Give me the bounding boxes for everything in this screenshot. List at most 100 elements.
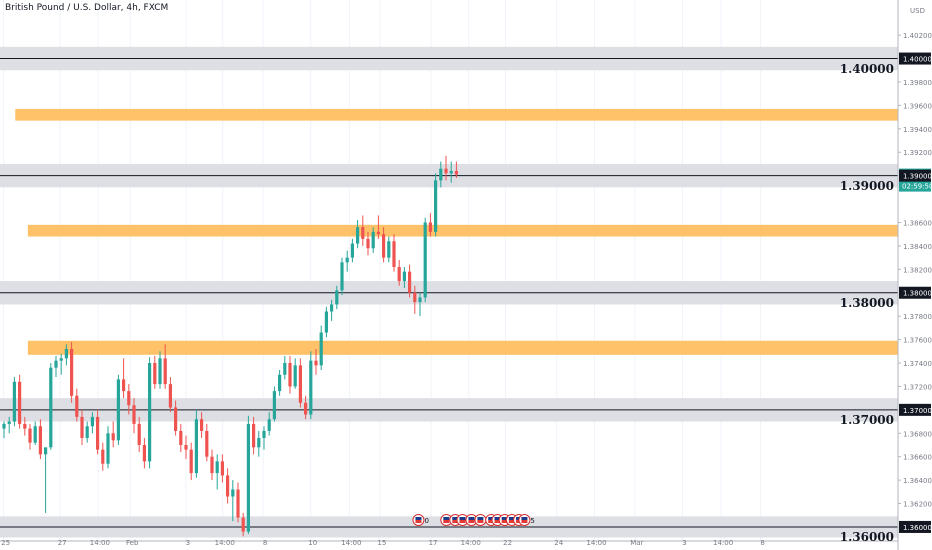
price-tick-label: 1.38400: [903, 243, 932, 251]
candle-body: [231, 489, 235, 497]
level-value-label: 1.40000: [839, 61, 894, 76]
flag-icon: [443, 520, 450, 523]
price-tick-label: 1.37800: [903, 313, 932, 321]
level-price-tag: [899, 52, 931, 65]
time-tick-label: 27: [58, 539, 67, 547]
flag-icon: [415, 520, 422, 523]
price-tick-label: 1.37600: [903, 337, 932, 345]
candle-body: [423, 222, 427, 298]
candle-body: [205, 430, 209, 457]
candle-body: [28, 428, 32, 443]
supply-zone: [27, 340, 898, 355]
candle-body: [179, 430, 183, 445]
level-value-label: 1.37000: [839, 412, 894, 427]
time-tick-label: 14:00: [713, 539, 733, 547]
candle-body: [174, 407, 178, 431]
price-tick-label: 1.36200: [903, 501, 932, 509]
flag-icon: [494, 517, 501, 520]
level-value-label: 1.39000: [839, 178, 894, 193]
candle-body: [132, 405, 136, 424]
time-tick-label: 10: [308, 539, 317, 547]
time-tick-label: Feb: [126, 539, 139, 547]
flag-icon: [488, 520, 495, 523]
candle-body: [361, 227, 365, 239]
price-tick-label: 1.39200: [903, 149, 932, 157]
candle-body: [148, 363, 152, 462]
candle-body: [345, 257, 349, 263]
price-tick-label: 1.40200: [903, 32, 932, 40]
candle-body: [241, 517, 245, 532]
candle-body: [298, 365, 302, 403]
candle-body: [80, 416, 84, 438]
flag-icon: [477, 517, 484, 520]
candle-body: [33, 426, 37, 443]
level-price-label: 1.36000: [903, 524, 932, 532]
candle-body: [252, 423, 256, 448]
candle-body: [262, 430, 266, 438]
price-tick-label: 1.39600: [903, 102, 932, 110]
time-tick-label: 17: [429, 539, 438, 547]
flag-icon: [494, 520, 501, 523]
flag-icon: [459, 517, 466, 520]
supply-zone: [15, 108, 899, 121]
candle-body: [387, 241, 391, 258]
candle-body: [122, 379, 126, 392]
candle-body: [12, 381, 16, 422]
flag-icon: [468, 520, 475, 523]
candle-body: [418, 297, 422, 303]
candle-body: [356, 227, 360, 244]
time-tick-label: 14:00: [461, 539, 481, 547]
candle-body: [397, 266, 401, 282]
time-tick-label: 25: [1, 539, 10, 547]
candle-body: [309, 360, 313, 415]
price-tick-label: 1.36800: [903, 430, 932, 438]
candle-body: [314, 360, 318, 366]
candle-body: [267, 419, 271, 431]
candle-body: [220, 461, 224, 476]
flag-icon: [521, 517, 528, 520]
time-tick-label: 14:00: [341, 539, 361, 547]
flag-icon: [501, 517, 508, 520]
time-tick-label: 3: [186, 539, 190, 547]
flag-icon: [508, 520, 515, 523]
time-tick-label: 15: [377, 539, 386, 547]
time-tick-label: 3: [682, 539, 686, 547]
level-price-tag: [899, 403, 931, 416]
candle-body: [366, 238, 370, 249]
candle-body: [7, 421, 11, 424]
candle-body: [449, 170, 453, 174]
candle-body: [189, 449, 193, 474]
candle-body: [283, 363, 287, 375]
price-tick-label: 1.36600: [903, 454, 932, 462]
candle-body: [288, 363, 292, 387]
candle-body: [439, 168, 443, 181]
level-price-label: 1.39000: [903, 173, 932, 181]
candle-body: [194, 419, 198, 474]
candle-body: [38, 426, 42, 455]
event-label: 5: [530, 517, 534, 525]
price-tick-label: 1.39800: [903, 79, 932, 87]
countdown-tag: [899, 180, 931, 192]
candle-body: [127, 391, 131, 406]
candle-body: [272, 391, 276, 420]
countdown-label: 02:59:50: [902, 183, 932, 191]
candle-body: [304, 402, 308, 415]
flag-icon: [459, 520, 466, 523]
candle-body: [106, 433, 110, 464]
candle-body: [236, 489, 240, 518]
candle-body: [371, 231, 375, 249]
candle-body: [402, 271, 406, 282]
candle-body: [324, 311, 328, 333]
time-tick-label: 8: [760, 539, 764, 547]
flag-icon: [477, 520, 484, 523]
time-tick-label: 22: [503, 539, 512, 547]
supply-zone: [27, 224, 898, 237]
level-price-tag: [899, 520, 931, 533]
price-tick-label: 1.37400: [903, 360, 932, 368]
currency-label: USD: [910, 7, 925, 15]
candle-body: [335, 290, 339, 305]
candle-body: [64, 348, 68, 359]
price-tick-label: 1.36400: [903, 477, 932, 485]
candle-body: [137, 423, 141, 445]
